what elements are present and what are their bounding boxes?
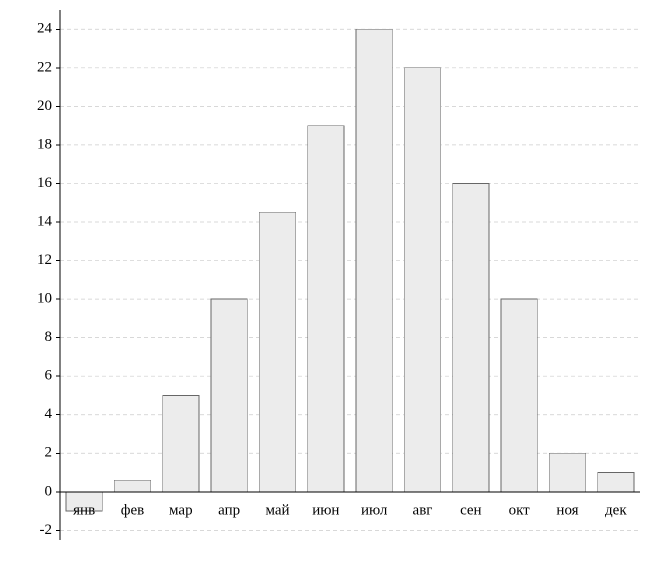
x-tick-label: июл xyxy=(361,503,388,519)
y-tick-label: 0 xyxy=(45,483,53,499)
y-tick-label: 6 xyxy=(45,368,53,384)
x-tick-label: май xyxy=(265,503,289,519)
y-tick-label: -2 xyxy=(40,522,53,538)
x-tick-label: дек xyxy=(605,503,627,519)
x-tick-label: сен xyxy=(460,503,482,519)
y-tick-label: 20 xyxy=(37,98,52,114)
x-tick-label: мар xyxy=(169,503,193,519)
x-tick-label: ноя xyxy=(556,503,578,519)
bar xyxy=(549,453,585,492)
bar xyxy=(308,126,344,492)
bar xyxy=(356,29,392,492)
y-tick-label: 24 xyxy=(37,21,53,37)
y-tick-label: 8 xyxy=(45,329,53,345)
bar xyxy=(163,395,199,491)
bar xyxy=(501,299,537,492)
bar xyxy=(453,183,489,491)
bar-chart: -2024681012141618202224янвфевмарапрмайию… xyxy=(0,0,649,561)
bar xyxy=(114,480,150,492)
y-tick-label: 4 xyxy=(45,406,53,422)
x-tick-label: апр xyxy=(218,503,240,519)
bar xyxy=(598,473,634,492)
bar xyxy=(259,212,295,491)
y-tick-label: 16 xyxy=(37,175,53,191)
y-tick-label: 10 xyxy=(37,291,52,307)
bar xyxy=(211,299,247,492)
x-tick-label: фев xyxy=(121,503,144,519)
x-tick-label: авг xyxy=(413,503,433,519)
y-tick-label: 14 xyxy=(37,213,53,229)
y-tick-label: 22 xyxy=(37,59,52,75)
x-tick-label: июн xyxy=(312,503,339,519)
bar xyxy=(404,68,440,492)
y-tick-label: 12 xyxy=(37,252,52,268)
x-tick-label: янв xyxy=(73,503,95,519)
y-tick-label: 18 xyxy=(37,136,52,152)
x-tick-label: окт xyxy=(509,503,531,519)
y-tick-label: 2 xyxy=(45,445,53,461)
